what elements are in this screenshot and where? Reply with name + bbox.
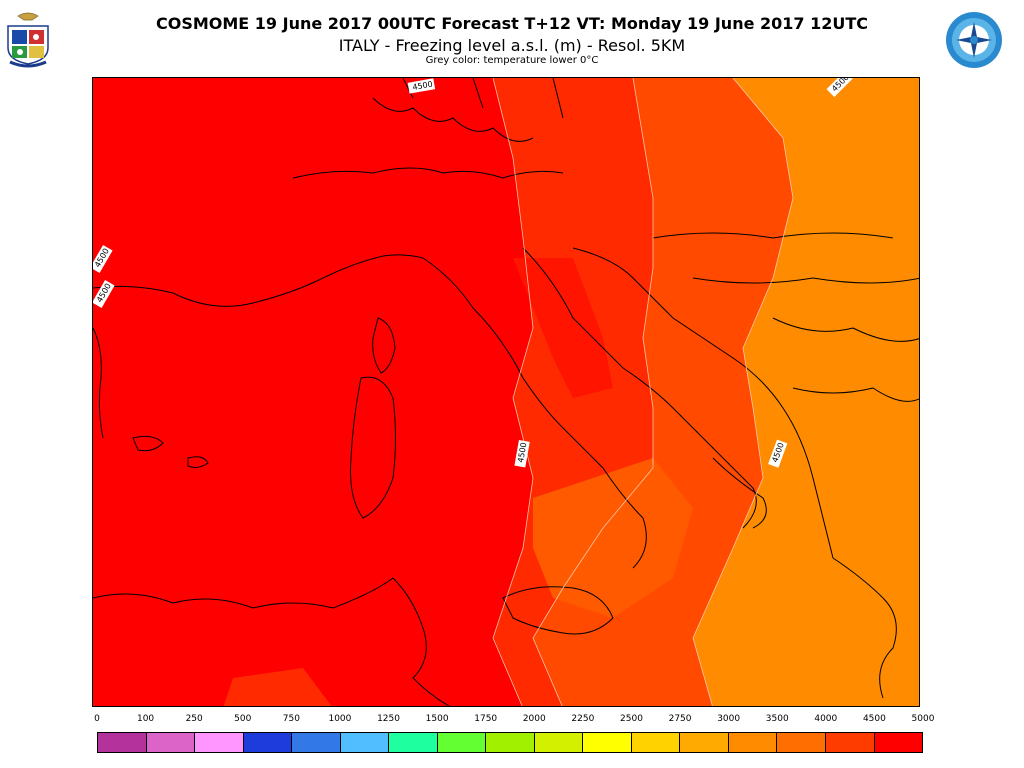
coastlines bbox=[93, 78, 919, 706]
legend-swatch bbox=[437, 733, 487, 752]
legend-swatch bbox=[583, 733, 632, 752]
legend-swatch bbox=[243, 733, 293, 752]
legend-tick-label: 1000 bbox=[328, 714, 352, 724]
legend-tick-label: 3500 bbox=[765, 714, 789, 724]
legend-tick-label: 5000 bbox=[911, 714, 935, 724]
legend-swatch bbox=[292, 733, 341, 752]
zone-south-italy bbox=[533, 458, 693, 618]
legend-tick-label: 2500 bbox=[620, 714, 643, 724]
legend-swatch bbox=[777, 733, 826, 752]
contour-lines bbox=[492, 78, 794, 706]
legend-tick-label: 2750 bbox=[668, 714, 692, 724]
legend-swatch bbox=[680, 733, 729, 752]
zone-orange bbox=[693, 78, 919, 706]
legend-tick-label: 0 bbox=[94, 714, 100, 724]
legend-swatch bbox=[340, 733, 390, 752]
legend-tick-label: 1750 bbox=[474, 714, 498, 724]
contour-label-central: 4500 bbox=[516, 442, 528, 464]
legend-swatch bbox=[825, 733, 875, 752]
legend-tick-label: 1250 bbox=[377, 714, 400, 724]
legend-color-bar bbox=[97, 732, 923, 753]
legend-swatch bbox=[631, 733, 681, 752]
legend-tick-label: 100 bbox=[136, 714, 155, 724]
air-force-crest-icon bbox=[4, 8, 52, 68]
freezing-level-map: 4500 4500 4500 4500 4500 4500 bbox=[92, 77, 920, 707]
legend-swatch bbox=[389, 733, 438, 752]
legend-swatch bbox=[146, 733, 196, 752]
legend-swatch bbox=[98, 733, 147, 752]
legend-tick-label: 1500 bbox=[425, 714, 449, 724]
legend-swatch bbox=[874, 733, 923, 752]
header: COSMOME 19 June 2017 00UTC Forecast T+12… bbox=[0, 0, 1024, 76]
legend-ticks: 0 100 250 500 750 1000 1250 1500 1750 2000 2250 250… bbox=[92, 714, 934, 728]
legend-swatch bbox=[534, 733, 584, 752]
legend-tick-label: 4000 bbox=[814, 714, 838, 724]
legend-tick-label: 2000 bbox=[522, 714, 546, 724]
legend-tick-label: 4500 bbox=[862, 714, 886, 724]
legend-tick-label: 2250 bbox=[571, 714, 595, 724]
zone-south-patch bbox=[223, 668, 332, 706]
legend-swatch bbox=[195, 733, 244, 752]
legend-tick-label: 3000 bbox=[717, 714, 741, 724]
legend-swatch bbox=[486, 733, 535, 752]
legend-tick-label: 250 bbox=[185, 714, 203, 724]
meteo-compass-logo-icon bbox=[944, 10, 1004, 70]
legend-tick-label: 500 bbox=[234, 714, 252, 724]
contour-label-north: 4500 bbox=[412, 80, 434, 92]
map-title: COSMOME 19 June 2017 00UTC Forecast T+12… bbox=[155, 14, 869, 33]
zone-italy-center bbox=[513, 258, 613, 398]
map-note: Grey color: temperature lower 0°C bbox=[425, 55, 599, 66]
map-canvas: 4500 4500 4500 4500 4500 4500 bbox=[93, 78, 919, 706]
map-subtitle: ITALY - Freezing level a.s.l. (m) - Reso… bbox=[338, 36, 686, 55]
legend-tick-label: 750 bbox=[282, 714, 300, 724]
legend-swatch bbox=[728, 733, 778, 752]
